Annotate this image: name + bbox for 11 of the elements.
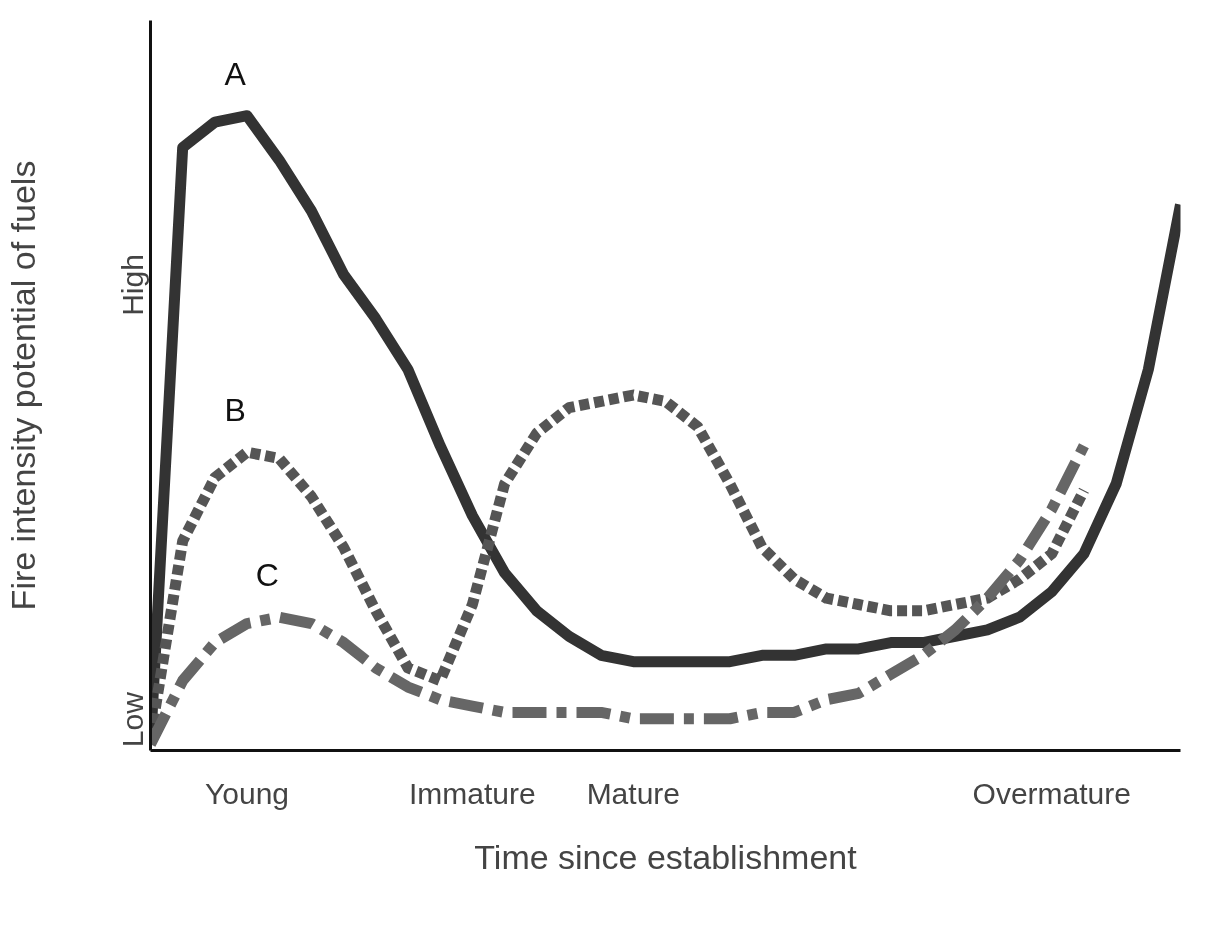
series-label: C [255, 557, 279, 594]
series-label: A [224, 55, 247, 92]
y-axis-title: Fire intensity potential of fuels [3, 160, 42, 611]
x-tick-label: Immature [409, 776, 536, 810]
text: Low [116, 691, 149, 748]
x-axis-title: Time since establishment [474, 837, 858, 876]
text: High [116, 254, 149, 316]
x-tick-label: Young [205, 776, 290, 810]
series-label: B [224, 392, 246, 429]
x-tick-label: Mature [586, 776, 680, 810]
x-tick-label: Overmature [972, 776, 1131, 810]
